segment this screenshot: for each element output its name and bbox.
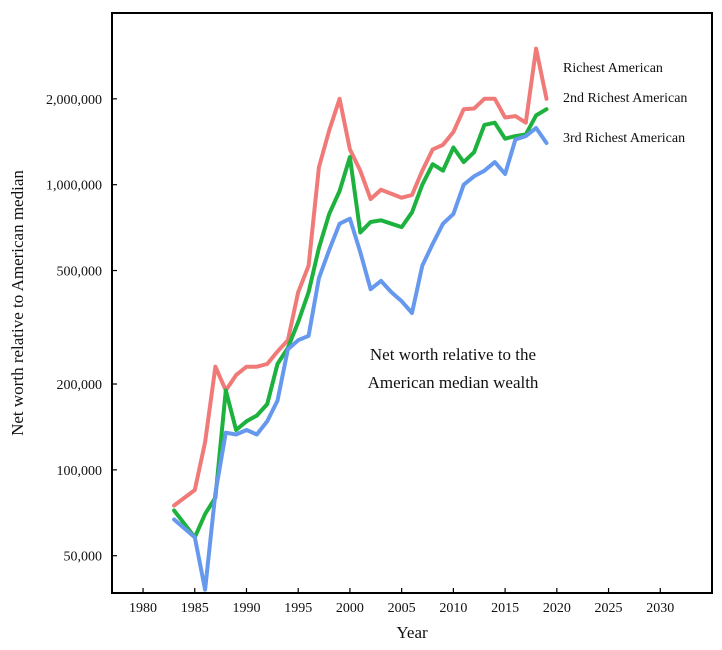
x-axis-title: Year (396, 623, 428, 642)
y-axis: 50,000 100,000 200,000 500,000 1,000,000 2,00… (46, 93, 117, 565)
x-tick-label: 1990 (232, 601, 260, 616)
y-tick-label: 50,000 (64, 550, 103, 565)
x-tick-label: 2030 (646, 601, 674, 616)
y-tick-label: 200,000 (57, 378, 103, 393)
x-axis: 1980 1985 1990 1995 2000 2005 2010 2015 2020 2025… (129, 588, 674, 616)
y-tick-label: 1,000,000 (46, 179, 102, 194)
x-tick-label: 2005 (388, 601, 416, 616)
annotation-line-1: Net worth relative to the (370, 345, 536, 364)
y-axis-title: Net worth relative to American median (8, 170, 27, 436)
annotation-line-2: American median wealth (368, 373, 539, 392)
x-tick-label: 2020 (543, 601, 571, 616)
series-line (172, 126, 549, 592)
x-tick-label: 2015 (491, 601, 519, 616)
series-line (172, 107, 549, 540)
x-tick-label: 2010 (439, 601, 467, 616)
series-line (172, 46, 549, 508)
x-tick-label: 2025 (595, 601, 623, 616)
y-tick-label: 2,000,000 (46, 93, 102, 108)
series-label: 3rd Richest American (563, 131, 685, 146)
x-tick-label: 1980 (129, 601, 157, 616)
y-tick-label: 500,000 (57, 265, 103, 280)
x-tick-label: 1985 (181, 601, 209, 616)
series-label: Richest American (563, 61, 663, 76)
series-lines (172, 46, 549, 592)
series-label: 2nd Richest American (563, 91, 687, 106)
y-tick-label: 100,000 (57, 464, 103, 479)
x-tick-label: 1995 (284, 601, 312, 616)
plot-frame (111, 12, 713, 594)
series-labels: Richest American 2nd Richest American 3rd … (563, 61, 687, 146)
x-tick-label: 2000 (336, 601, 364, 616)
